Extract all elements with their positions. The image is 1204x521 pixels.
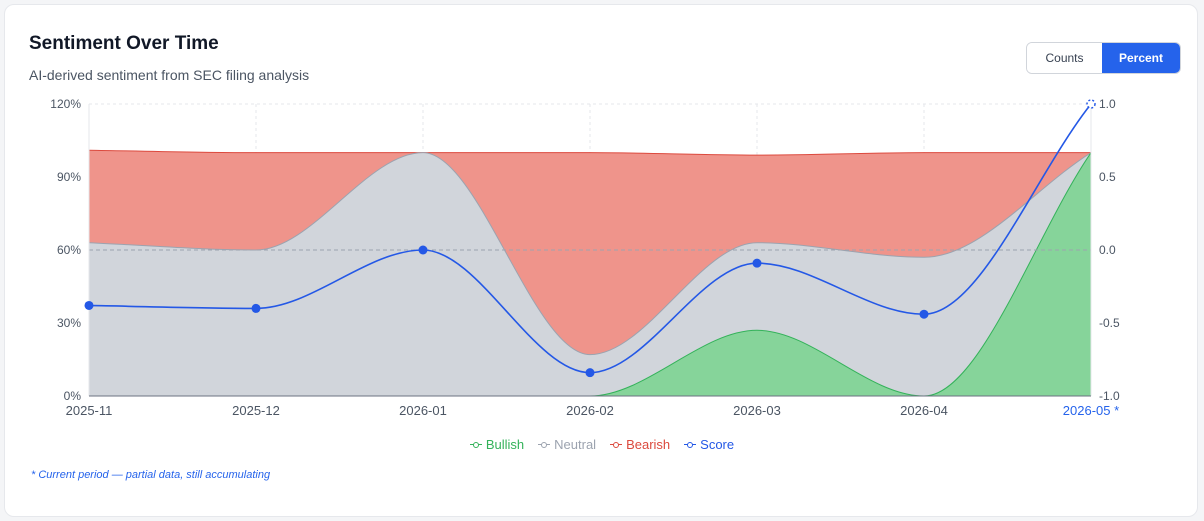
y-right-tick-label: -1.0 [1099,389,1120,403]
x-tick-label: 2025-12 [232,403,280,418]
view-mode-toggle: Counts Percent [1026,42,1181,74]
y-right-tick-label: 0.0 [1099,243,1116,257]
bearish-area-edge [88,149,1091,156]
score-legend-marker [684,441,697,449]
neutral-legend-marker [538,441,551,449]
y-left-tick-label: 30% [57,316,81,330]
y-right-tick-label: 1.0 [1099,97,1116,111]
current-period-footnote: * Current period — partial data, still a… [31,469,271,481]
chart-legend: Bullish Neutral Bearish Score [5,437,1199,452]
score-point [418,245,428,255]
x-tick-label: 2025-11 [66,403,113,418]
y-right-tick-label: 0.5 [1099,170,1116,184]
score-point [251,303,261,313]
legend-label-score: Score [700,437,735,452]
x-tick-label: 2026-05 * [1063,403,1119,418]
y-left-tick-label: 60% [57,243,81,257]
legend-item-neutral[interactable]: Neutral [538,437,596,452]
score-point-partial [1086,99,1096,109]
percent-toggle-button[interactable]: Percent [1102,43,1180,73]
legend-item-score[interactable]: Score [684,437,734,452]
bearish-legend-marker [610,441,623,449]
chart-title: Sentiment Over Time [29,33,219,54]
score-line [88,103,1092,374]
neutral-area-edge [88,152,1092,356]
legend-label-bullish: Bullish [485,437,525,452]
counts-toggle-button[interactable]: Counts [1027,43,1102,73]
legend-item-bullish[interactable]: Bullish [469,437,525,452]
score-point [84,300,94,310]
x-tick-label: 2026-02 [566,403,614,418]
sentiment-card: Sentiment Over Time AI-derived sentiment… [4,4,1198,517]
score-point [919,309,929,319]
y-right-tick-label: -0.5 [1099,316,1120,330]
score-point [585,368,595,378]
legend-label-bearish: Bearish [626,437,671,452]
chart-subtitle: AI-derived sentiment from SEC filing ana… [29,67,310,83]
y-left-tick-label: 120% [50,97,81,111]
x-tick-label: 2026-01 [399,403,447,418]
x-tick-label: 2026-03 [733,403,781,418]
legend-label-neutral: Neutral [554,437,597,452]
legend-item-bearish[interactable]: Bearish [610,437,670,452]
bullish-area [89,152,1091,396]
score-point [752,258,762,268]
y-left-tick-label: 90% [57,170,81,184]
x-tick-label: 2026-04 [900,403,948,418]
sentiment-chart: 0% 30% 60% 90% 120% -1.0 -0.5 0.0 0.5 1.0 2025-11 2… [50,97,1120,418]
bullish-legend-marker [469,441,482,449]
y-left-tick-label: 0% [64,389,82,403]
neutral-area [89,152,1091,396]
